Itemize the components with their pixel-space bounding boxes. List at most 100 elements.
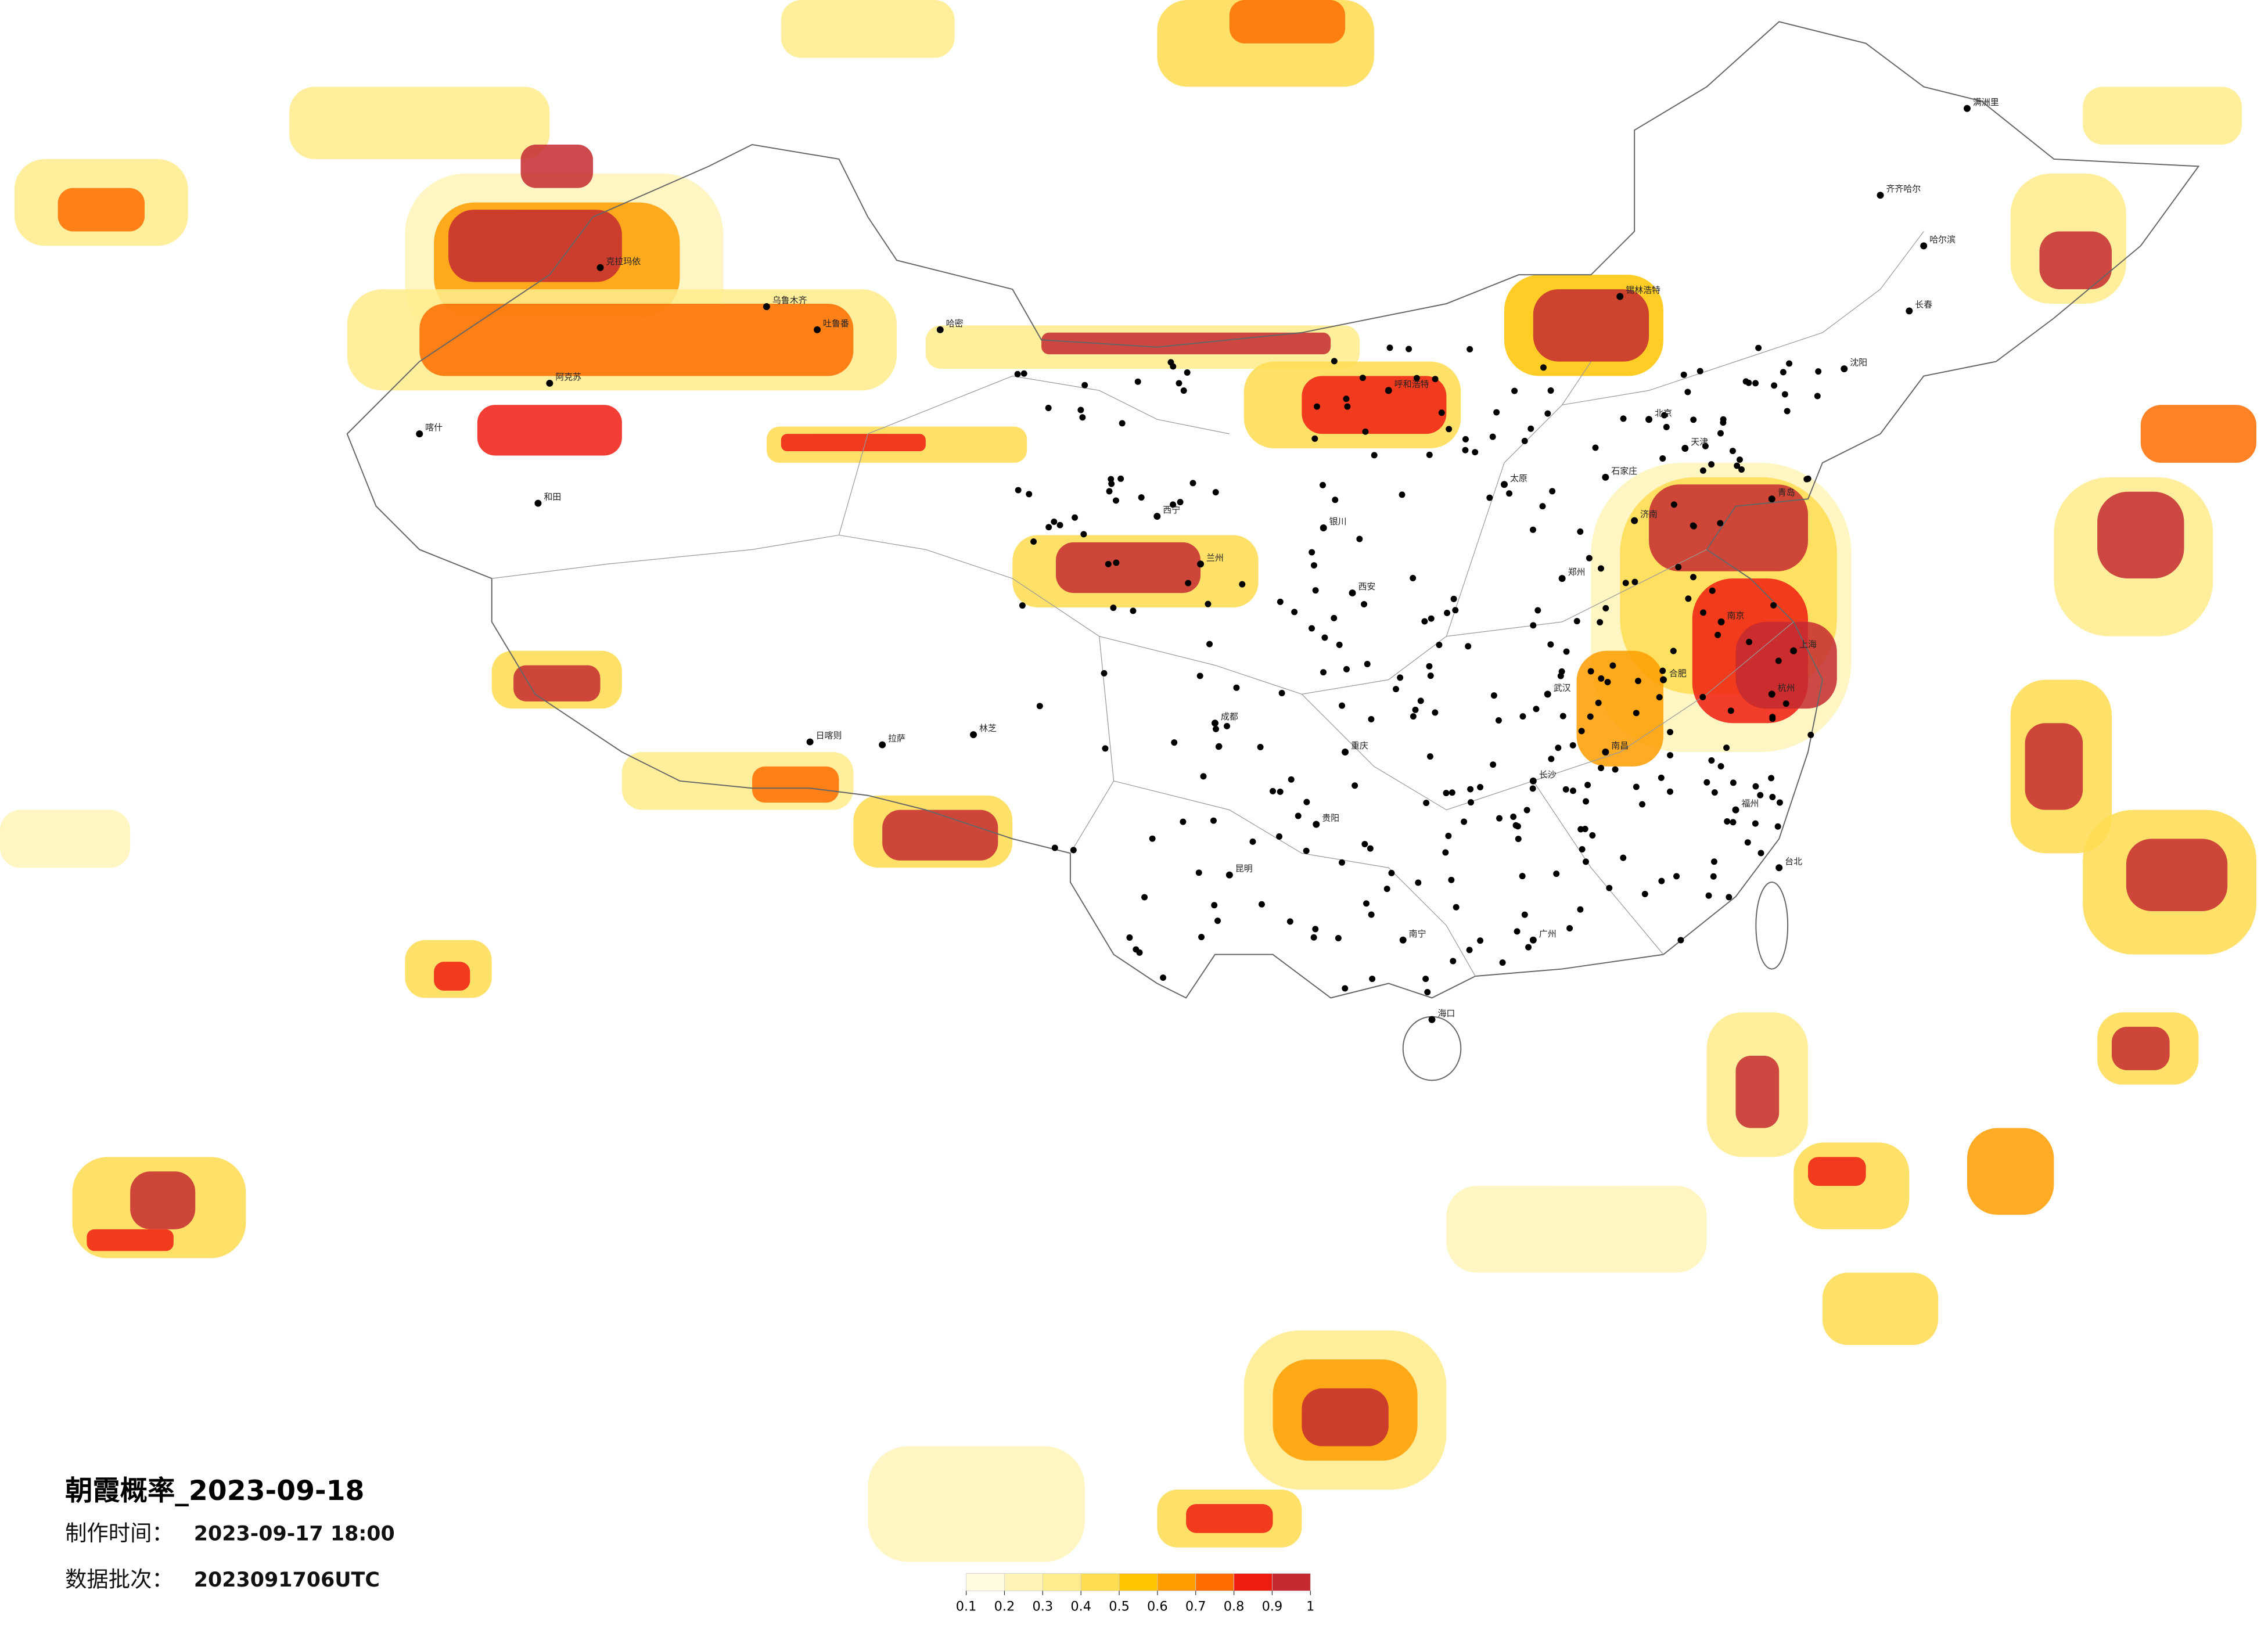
city-dot <box>1343 665 1350 672</box>
heat-patch <box>1735 621 1837 709</box>
city-dot <box>1224 722 1230 729</box>
city-dot <box>1205 600 1212 607</box>
city-dot <box>1465 643 1472 650</box>
city-dot <box>1658 774 1665 781</box>
heat-patch <box>434 962 470 991</box>
city-dot <box>1569 742 1576 749</box>
heat-patch <box>2039 231 2112 290</box>
city-dot <box>1119 420 1126 427</box>
city-dot <box>1699 467 1706 474</box>
city-dot <box>1364 661 1371 668</box>
city-dot <box>1310 562 1317 569</box>
city-dot <box>1710 873 1717 880</box>
city-dot <box>1176 380 1182 387</box>
city-dot <box>1385 387 1392 394</box>
city-dot <box>1126 934 1133 941</box>
city-dot <box>416 430 423 438</box>
colorbar-cell <box>1119 1573 1158 1591</box>
city-dot <box>1708 461 1715 468</box>
city-dot <box>1462 447 1469 454</box>
city-dot <box>1782 700 1789 707</box>
city-dot <box>1726 894 1733 901</box>
city-dot <box>1549 488 1556 495</box>
city-label: 阿克苏 <box>555 372 581 382</box>
city-dot <box>1622 580 1629 587</box>
city-dot <box>1303 798 1310 805</box>
city-dot <box>1170 501 1177 508</box>
heat-patch <box>2025 723 2083 810</box>
city-dot <box>1616 293 1624 300</box>
city-label: 南昌 <box>1611 740 1629 751</box>
city-dot <box>1106 488 1113 495</box>
city-dot <box>1631 578 1638 585</box>
city-dot <box>1540 364 1547 371</box>
city-dot <box>1495 717 1502 724</box>
heat-patch <box>1041 332 1331 355</box>
city-dot <box>1277 598 1284 605</box>
city-dot <box>1295 812 1302 819</box>
city-dot <box>1383 886 1390 893</box>
city-label: 昆明 <box>1235 864 1253 874</box>
city-dot <box>1620 415 1627 422</box>
city-dot <box>1130 607 1137 614</box>
city-dot <box>1723 744 1730 751</box>
city-dot <box>1639 801 1646 808</box>
city-dot <box>1769 793 1776 800</box>
city-label: 天津 <box>1691 437 1708 447</box>
city-dot <box>1877 192 1884 199</box>
city-dot <box>1592 444 1599 451</box>
colorbar-tick-label: 0.7 <box>1185 1599 1206 1614</box>
city-dot <box>1730 779 1737 786</box>
city-dot <box>1681 445 1689 452</box>
heat-patch <box>2126 839 2228 911</box>
city-dot <box>1752 783 1759 790</box>
city-dot <box>1410 713 1417 720</box>
city-dot <box>1412 706 1419 713</box>
city-dot <box>1586 555 1593 562</box>
city-dot <box>1019 602 1026 609</box>
city-dot <box>1807 731 1814 738</box>
city-dot <box>1214 918 1221 924</box>
city-label: 济南 <box>1640 509 1658 520</box>
city-dot <box>1841 365 1848 373</box>
city-dot <box>1598 675 1605 682</box>
city-dot <box>1368 715 1375 722</box>
heat-patch <box>2140 405 2257 463</box>
city-dot <box>1579 846 1586 852</box>
city-label: 合肥 <box>1669 668 1687 679</box>
city-dot <box>1444 610 1451 616</box>
city-dot <box>1339 859 1345 866</box>
city-dot <box>1566 925 1573 931</box>
city-dot <box>1544 410 1551 417</box>
colorbar-cell <box>1080 1573 1120 1591</box>
city-dot <box>596 264 604 271</box>
city-dot <box>1659 676 1667 684</box>
colorbar-tick-label: 0.2 <box>994 1599 1015 1614</box>
city-label: 喀什 <box>425 422 443 433</box>
city-dot <box>1349 589 1356 597</box>
city-dot <box>1534 607 1541 614</box>
city-dot <box>1673 873 1680 880</box>
city-dot <box>1690 523 1697 530</box>
city-dot <box>1291 609 1298 616</box>
city-dot <box>1752 380 1759 387</box>
city-dot <box>1780 369 1787 376</box>
city-dot <box>1499 959 1506 966</box>
city-dot <box>1153 513 1161 520</box>
city-dot <box>1496 815 1503 822</box>
city-label: 广州 <box>1539 929 1557 939</box>
city-dot <box>1742 378 1749 385</box>
city-dot <box>1768 495 1775 503</box>
city-dot <box>1708 757 1715 764</box>
info-label: 制作时间： <box>65 1520 174 1546</box>
city-dot <box>1051 518 1058 525</box>
city-dot <box>1361 600 1368 607</box>
city-dot <box>1399 936 1407 944</box>
colorbar-cell <box>966 1573 1005 1591</box>
city-dot <box>1744 839 1751 846</box>
city-dot <box>1584 782 1591 789</box>
heat-patch <box>130 1171 196 1229</box>
city-dot <box>1667 729 1674 736</box>
heat-patch <box>1302 376 1447 434</box>
